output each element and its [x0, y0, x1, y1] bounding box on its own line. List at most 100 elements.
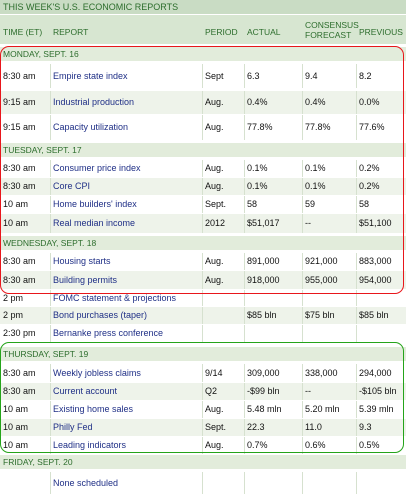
- column-divider: [356, 383, 357, 400]
- cell-previous: -$105 bln: [359, 386, 397, 396]
- cell-time: 10 am: [3, 422, 29, 432]
- cell-period: Q2: [205, 386, 218, 396]
- cell-time: 2 pm: [3, 293, 24, 303]
- cell-previous: 0.0%: [359, 97, 380, 107]
- column-divider: [202, 115, 203, 140]
- column-header-consensus-line2: FORECAST: [305, 30, 352, 40]
- column-divider: [202, 196, 203, 213]
- column-divider: [356, 196, 357, 213]
- column-divider: [50, 383, 51, 400]
- column-header-period: PERIOD: [205, 27, 238, 37]
- column-divider: [202, 383, 203, 400]
- cell-actual: 77.8%: [247, 122, 273, 132]
- column-divider: [356, 307, 357, 324]
- column-divider: [302, 253, 303, 270]
- cell-consensus: --: [305, 218, 311, 228]
- cell-consensus: 77.8%: [305, 122, 331, 132]
- column-divider: [302, 196, 303, 213]
- cell-actual: 0.4%: [247, 97, 268, 107]
- cell-report: Housing starts: [53, 256, 111, 266]
- column-divider: [244, 214, 245, 233]
- column-divider: [202, 419, 203, 436]
- column-divider: [356, 290, 357, 306]
- cell-previous: 9.3: [359, 422, 372, 432]
- column-header-actual: ACTUAL: [247, 27, 281, 37]
- cell-period: Aug.: [205, 275, 224, 285]
- table-row: 2 pm FOMC statement & projections: [0, 290, 406, 306]
- column-divider: [244, 160, 245, 177]
- column-divider: [356, 160, 357, 177]
- column-divider: [50, 472, 51, 494]
- cell-previous: 294,000: [359, 368, 392, 378]
- table-row: 8:30 am Current account Q2 -$99 bln -- -$105 …: [0, 383, 406, 400]
- column-divider: [302, 91, 303, 114]
- column-divider: [356, 364, 357, 382]
- column-divider: [302, 178, 303, 195]
- column-divider: [244, 383, 245, 400]
- cell-consensus: 0.1%: [305, 181, 326, 191]
- column-divider: [356, 115, 357, 140]
- column-divider: [244, 253, 245, 270]
- table-row: 10 am Leading indicators Aug. 0.7% 0.6% 0.5%: [0, 437, 406, 454]
- column-divider: [244, 91, 245, 114]
- table-row: 10 am Real median income 2012 $51,017 -- $51,…: [0, 214, 406, 233]
- section-header: FRIDAY, SEPT. 20: [0, 455, 406, 469]
- column-divider: [202, 472, 203, 494]
- cell-time: 2:30 pm: [3, 328, 36, 338]
- section-header: MONDAY, SEPT. 16: [0, 47, 406, 61]
- column-divider: [356, 178, 357, 195]
- column-divider: [202, 325, 203, 342]
- column-divider: [202, 364, 203, 382]
- column-divider: [50, 214, 51, 233]
- cell-previous: 0.5%: [359, 440, 380, 450]
- column-divider: [244, 437, 245, 454]
- cell-previous: 954,000: [359, 275, 392, 285]
- cell-consensus: 0.4%: [305, 97, 326, 107]
- column-divider: [50, 91, 51, 114]
- column-divider: [244, 271, 245, 289]
- cell-time: 8:30 am: [3, 275, 36, 285]
- cell-actual: 891,000: [247, 256, 280, 266]
- column-divider: [50, 290, 51, 306]
- cell-previous: $51,100: [359, 218, 392, 228]
- cell-actual: 22.3: [247, 422, 265, 432]
- column-header-row: TIME (ET) REPORT PERIOD ACTUAL CONSENSUS…: [0, 15, 406, 44]
- column-divider: [202, 64, 203, 88]
- cell-time: 8:30 am: [3, 163, 36, 173]
- cell-report: None scheduled: [53, 478, 119, 488]
- cell-consensus: 955,000: [305, 275, 338, 285]
- column-divider: [356, 419, 357, 436]
- column-divider: [356, 64, 357, 88]
- cell-time: 10 am: [3, 199, 29, 209]
- table-row: None scheduled: [0, 472, 406, 494]
- cell-consensus: 338,000: [305, 368, 338, 378]
- cell-previous: 77.6%: [359, 122, 385, 132]
- column-divider: [302, 64, 303, 88]
- column-divider: [50, 437, 51, 454]
- column-divider: [302, 472, 303, 494]
- column-divider: [356, 437, 357, 454]
- cell-actual: 0.7%: [247, 440, 268, 450]
- column-divider: [302, 364, 303, 382]
- table-row: 8:30 am Housing starts Aug. 891,000 921,000 8…: [0, 253, 406, 270]
- column-divider: [302, 115, 303, 140]
- cell-period: 9/14: [205, 368, 223, 378]
- column-divider: [202, 160, 203, 177]
- column-divider: [356, 253, 357, 270]
- cell-time: 8:30 am: [3, 368, 36, 378]
- column-header-time: TIME (ET): [3, 27, 43, 37]
- cell-consensus: $75 bln: [305, 310, 335, 320]
- column-divider: [202, 91, 203, 114]
- column-divider: [356, 91, 357, 114]
- column-divider: [302, 437, 303, 454]
- cell-report: Bond purchases (taper): [53, 310, 148, 320]
- column-divider: [356, 271, 357, 289]
- cell-previous: 0.2%: [359, 163, 380, 173]
- column-divider: [50, 401, 51, 418]
- cell-time: 8:30 am: [3, 256, 36, 266]
- column-divider: [244, 196, 245, 213]
- cell-time: 2 pm: [3, 310, 24, 320]
- cell-report: Home builders' index: [53, 199, 137, 209]
- column-divider: [244, 472, 245, 494]
- cell-time: 10 am: [3, 440, 29, 450]
